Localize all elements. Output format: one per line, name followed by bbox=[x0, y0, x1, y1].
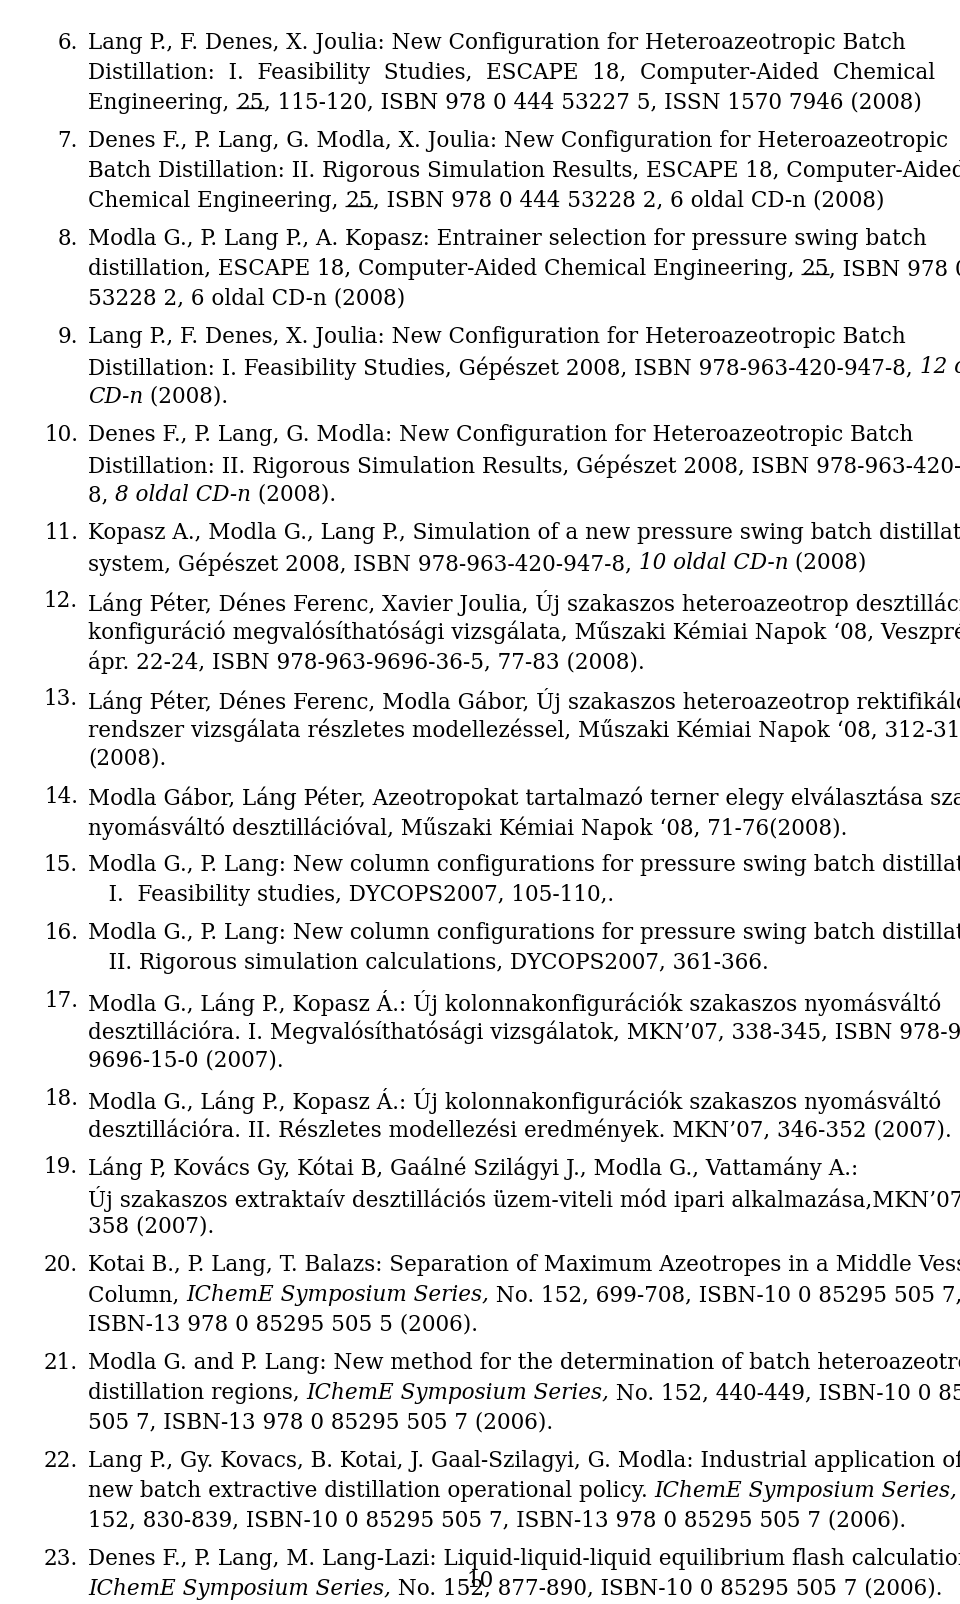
Text: system, Gépészet 2008, ISBN 978-963-420-947-8,: system, Gépészet 2008, ISBN 978-963-420-… bbox=[88, 552, 638, 576]
Text: desztillációra. II. Részletes modellezési eredmények. MKN’07, 346-352 (2007).: desztillációra. II. Részletes modellezés… bbox=[88, 1118, 951, 1142]
Text: Denes F., P. Lang, G. Modla: New Configuration for Heteroazeotropic Batch: Denes F., P. Lang, G. Modla: New Configu… bbox=[88, 423, 913, 446]
Text: 15.: 15. bbox=[44, 853, 78, 876]
Text: 505 7, ISBN-13 978 0 85295 505 7 (2006).: 505 7, ISBN-13 978 0 85295 505 7 (2006). bbox=[88, 1412, 553, 1434]
Text: Modla Gábor, Láng Péter, Azeotropokat tartalmazó terner elegy elválasztása szaka: Modla Gábor, Láng Péter, Azeotropokat ta… bbox=[88, 786, 960, 810]
Text: nyomásváltó desztillációval, Műszaki Kémiai Napok ‘08, 71-76(2008).: nyomásváltó desztillációval, Műszaki Kém… bbox=[88, 816, 848, 839]
Text: 9696-15-0 (2007).: 9696-15-0 (2007). bbox=[88, 1051, 283, 1071]
Text: (2008).: (2008). bbox=[252, 484, 336, 505]
Text: Distillation: II. Rigorous Simulation Results, Gépészet 2008, ISBN 978-963-420-9: Distillation: II. Rigorous Simulation Re… bbox=[88, 454, 960, 478]
Text: 11.: 11. bbox=[44, 521, 78, 544]
Text: 25: 25 bbox=[802, 258, 828, 281]
Text: 16.: 16. bbox=[44, 922, 78, 945]
Text: Láng Péter, Dénes Ferenc, Xavier Joulia, Új szakaszos heteroazeotrop desztilláci: Láng Péter, Dénes Ferenc, Xavier Joulia,… bbox=[88, 590, 960, 616]
Text: 21.: 21. bbox=[44, 1352, 78, 1375]
Text: Modla G., P. Lang: New column configurations for pressure swing batch distillati: Modla G., P. Lang: New column configurat… bbox=[88, 922, 960, 945]
Text: 152, 830-839, ISBN-10 0 85295 505 7, ISBN-13 978 0 85295 505 7 (2006).: 152, 830-839, ISBN-10 0 85295 505 7, ISB… bbox=[88, 1509, 906, 1532]
Text: rendszer vizsgálata részletes modellezéssel, Műszaki Kémiai Napok ‘08, 312-318: rendszer vizsgálata részletes modellezés… bbox=[88, 719, 960, 741]
Text: desztillációra. I. Megvalósíthatósági vizsgálatok, MKN’07, 338-345, ISBN 978-963: desztillációra. I. Megvalósíthatósági vi… bbox=[88, 1020, 960, 1044]
Text: Kotai B., P. Lang, T. Balazs: Separation of Maximum Azeotropes in a Middle Vesse: Kotai B., P. Lang, T. Balazs: Separation… bbox=[88, 1254, 960, 1277]
Text: distillation regions,: distillation regions, bbox=[88, 1383, 306, 1404]
Text: ápr. 22-24, ISBN 978-963-9696-36-5, 77-83 (2008).: ápr. 22-24, ISBN 978-963-9696-36-5, 77-8… bbox=[88, 650, 645, 674]
Text: 18.: 18. bbox=[44, 1088, 78, 1110]
Text: 8 oldal CD-n: 8 oldal CD-n bbox=[115, 484, 252, 505]
Text: new batch extractive distillation operational policy.: new batch extractive distillation operat… bbox=[88, 1480, 655, 1501]
Text: Modla G., Láng P., Kopasz Á.: Új kolonnakonfigurációk szakaszos nyomásváltó: Modla G., Láng P., Kopasz Á.: Új kolonna… bbox=[88, 990, 941, 1015]
Text: 17.: 17. bbox=[44, 990, 78, 1012]
Text: 23.: 23. bbox=[44, 1548, 78, 1570]
Text: No. 152, 699-708, ISBN-10 0 85295 505 7,: No. 152, 699-708, ISBN-10 0 85295 505 7, bbox=[489, 1283, 960, 1306]
Text: , ISBN 978 0 444 53228 2, 6 oldal CD-n (2008): , ISBN 978 0 444 53228 2, 6 oldal CD-n (… bbox=[372, 189, 884, 212]
Text: Chemical Engineering,: Chemical Engineering, bbox=[88, 189, 346, 212]
Text: Modla G., P. Lang: New column configurations for pressure swing batch distillati: Modla G., P. Lang: New column configurat… bbox=[88, 853, 960, 876]
Text: IChemE Symposium Series,: IChemE Symposium Series, bbox=[88, 1578, 391, 1601]
Text: 14.: 14. bbox=[44, 786, 78, 808]
Text: , ISBN 978 0 444: , ISBN 978 0 444 bbox=[828, 258, 960, 281]
Text: 22.: 22. bbox=[44, 1450, 78, 1472]
Text: Batch Distillation: II. Rigorous Simulation Results, ESCAPE 18, Computer-Aided: Batch Distillation: II. Rigorous Simulat… bbox=[88, 160, 960, 181]
Text: 7.: 7. bbox=[58, 130, 78, 152]
Text: No. 152, 440-449, ISBN-10 0 85295: No. 152, 440-449, ISBN-10 0 85295 bbox=[610, 1383, 960, 1404]
Text: II. Rigorous simulation calculations, DYCOPS2007, 361-366.: II. Rigorous simulation calculations, DY… bbox=[88, 953, 769, 974]
Text: Denes F., P. Lang, G. Modla, X. Joulia: New Configuration for Heteroazeotropic: Denes F., P. Lang, G. Modla, X. Joulia: … bbox=[88, 130, 948, 152]
Text: Láng P, Kovács Gy, Kótai B, Gaálné Szilágyi J., Modla G., Vattamány A.:: Láng P, Kovács Gy, Kótai B, Gaálné Szilá… bbox=[88, 1156, 858, 1179]
Text: IChemE Symposium Series,: IChemE Symposium Series, bbox=[186, 1283, 489, 1306]
Text: Modla G. and P. Lang: New method for the determination of batch heteroazeotropic: Modla G. and P. Lang: New method for the… bbox=[88, 1352, 960, 1375]
Text: I.  Feasibility studies, DYCOPS2007, 105-110,.: I. Feasibility studies, DYCOPS2007, 105-… bbox=[88, 884, 614, 906]
Text: Új szakaszos extraktaív desztillációs üzem­viteli mód ipari alkalmazása,MKN’07, : Új szakaszos extraktaív desztillációs üz… bbox=[88, 1185, 960, 1213]
Text: Lang P., Gy. Kovacs, B. Kotai, J. Gaal-Szilagyi, G. Modla: Industrial applicatio: Lang P., Gy. Kovacs, B. Kotai, J. Gaal-S… bbox=[88, 1450, 960, 1472]
Text: No.: No. bbox=[957, 1480, 960, 1501]
Text: (2008).: (2008). bbox=[88, 747, 166, 770]
Text: Column,: Column, bbox=[88, 1283, 186, 1306]
Text: Lang P., F. Denes, X. Joulia: New Configuration for Heteroazeotropic Batch: Lang P., F. Denes, X. Joulia: New Config… bbox=[88, 32, 905, 55]
Text: No. 152, 877-890, ISBN-10 0 85295 505 7 (2006).: No. 152, 877-890, ISBN-10 0 85295 505 7 … bbox=[391, 1578, 943, 1601]
Text: IChemE Symposium Series,: IChemE Symposium Series, bbox=[655, 1480, 957, 1501]
Text: 8.: 8. bbox=[58, 228, 78, 250]
Text: distillation, ESCAPE 18, Computer-Aided Chemical Engineering,: distillation, ESCAPE 18, Computer-Aided … bbox=[88, 258, 802, 281]
Text: 20.: 20. bbox=[44, 1254, 78, 1277]
Text: (2008).: (2008). bbox=[143, 387, 228, 407]
Text: Distillation:  I.  Feasibility  Studies,  ESCAPE  18,  Computer-Aided  Chemical: Distillation: I. Feasibility Studies, ES… bbox=[88, 63, 935, 83]
Text: 53228 2, 6 oldal CD-n (2008): 53228 2, 6 oldal CD-n (2008) bbox=[88, 289, 405, 310]
Text: ISBN-13 978 0 85295 505 5 (2006).: ISBN-13 978 0 85295 505 5 (2006). bbox=[88, 1314, 478, 1336]
Text: Láng Péter, Dénes Ferenc, Modla Gábor, Új szakaszos heteroazeotrop rektifikáló: Láng Péter, Dénes Ferenc, Modla Gábor, Ú… bbox=[88, 688, 960, 714]
Text: Lang P., F. Denes, X. Joulia: New Configuration for Heteroazeotropic Batch: Lang P., F. Denes, X. Joulia: New Config… bbox=[88, 326, 905, 348]
Text: , 115-120, ISBN 978 0 444 53227 5, ISSN 1570 7946 (2008): , 115-120, ISBN 978 0 444 53227 5, ISSN … bbox=[264, 91, 922, 114]
Text: 8,: 8, bbox=[88, 484, 115, 505]
Text: 10: 10 bbox=[467, 1570, 493, 1593]
Text: 25: 25 bbox=[236, 91, 264, 114]
Text: 13.: 13. bbox=[44, 688, 78, 711]
Text: 6.: 6. bbox=[58, 32, 78, 55]
Text: (2008): (2008) bbox=[788, 552, 867, 574]
Text: Engineering,: Engineering, bbox=[88, 91, 236, 114]
Text: Modla G., P. Lang P., A. Kopasz: Entrainer selection for pressure swing batch: Modla G., P. Lang P., A. Kopasz: Entrain… bbox=[88, 228, 926, 250]
Text: 25: 25 bbox=[346, 189, 372, 212]
Text: Distillation: I. Feasibility Studies, Gépészet 2008, ISBN 978-963-420-947-8,: Distillation: I. Feasibility Studies, Gé… bbox=[88, 356, 920, 380]
Text: 10 oldal CD-n: 10 oldal CD-n bbox=[638, 552, 788, 574]
Text: konfiguráció megvalósíthatósági vizsgálata, Műszaki Kémiai Napok ‘08, Veszprém,: konfiguráció megvalósíthatósági vizsgála… bbox=[88, 621, 960, 643]
Text: 12.: 12. bbox=[44, 590, 78, 613]
Text: Modla G., Láng P., Kopasz Á.: Új kolonnakonfigurációk szakaszos nyomásváltó: Modla G., Láng P., Kopasz Á.: Új kolonna… bbox=[88, 1088, 941, 1115]
Text: Kopasz A., Modla G., Lang P., Simulation of a new pressure swing batch distillat: Kopasz A., Modla G., Lang P., Simulation… bbox=[88, 521, 960, 544]
Text: IChemE Symposium Series,: IChemE Symposium Series, bbox=[306, 1383, 610, 1404]
Text: CD-n: CD-n bbox=[88, 387, 143, 407]
Text: 358 (2007).: 358 (2007). bbox=[88, 1216, 214, 1238]
Text: 9.: 9. bbox=[58, 326, 78, 348]
Text: 10.: 10. bbox=[44, 423, 78, 446]
Text: 19.: 19. bbox=[44, 1156, 78, 1177]
Text: 12 oldal: 12 oldal bbox=[920, 356, 960, 379]
Text: Denes F., P. Lang, M. Lang-Lazi: Liquid-liquid-liquid equilibrium flash calculat: Denes F., P. Lang, M. Lang-Lazi: Liquid-… bbox=[88, 1548, 960, 1570]
